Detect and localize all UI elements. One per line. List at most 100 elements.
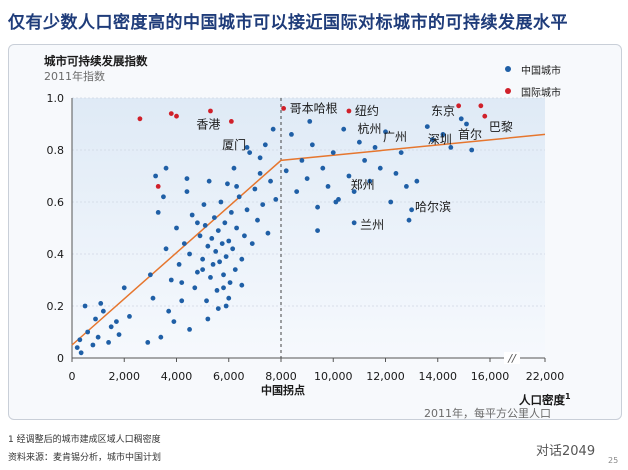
x-tick-label: 4,000 [161,370,193,383]
china-city-point [458,116,464,122]
x-tick-label: 12,000 [366,370,405,383]
china-city-point [247,150,253,156]
china-city-point [346,173,352,179]
china-city-point [217,259,223,265]
china-city-point [257,171,263,176]
page-number: 25 [608,456,619,465]
international-city-point [137,116,143,122]
china-city-point [163,246,169,252]
china-city-point [262,142,268,148]
y-axis-subtitle: 2011年指数 [44,70,105,83]
china-city-point [228,210,234,215]
china-city-point [171,319,177,324]
city-label: 首尔 [458,126,482,141]
china-city-point [200,267,206,272]
china-city-point [200,256,206,262]
china-city-point [114,319,119,324]
china-city-point [222,220,228,226]
china-city-point [239,256,245,262]
china-city-point [283,168,289,174]
x-tick-label: 22,000 [526,370,565,383]
china-city-point [95,334,101,340]
legend-label-china: 中国城市 [521,65,561,77]
china-city-point [372,145,378,150]
china-city-point [98,301,104,306]
china-city-point [239,282,245,288]
city-label: 东京 [431,104,455,118]
china-city-point [341,126,347,132]
x-tick-label: 0 [69,370,76,383]
china-city-point [270,126,276,132]
china-city-point [304,176,310,182]
x-tick-label: 2,000 [109,370,141,383]
china-city-point [393,171,399,176]
china-city-point [307,119,313,124]
china-city-point [106,340,111,345]
china-city-point [163,165,169,171]
china-city-point [232,267,238,272]
international-city-point [456,103,462,109]
china-city-point [192,285,198,291]
city-label: 纽约 [355,103,379,118]
china-city-point [226,238,232,244]
x-tick-label: 8,000 [265,370,297,383]
china-city-point [208,275,213,280]
china-city-point [223,303,229,309]
china-city-point [85,329,91,335]
china-city-point [147,272,153,278]
china-city-point [388,199,394,205]
china-city-point [315,204,320,210]
legend-label-international: 国际城市 [521,87,561,99]
city-label: 深圳 [428,133,452,147]
x-axis-title: 人口密度1 [519,392,571,408]
legend-dot-international [505,88,511,94]
legend: 中国城市 国际城市 [505,58,561,102]
china-city-point [257,155,263,161]
china-city-point [221,285,226,291]
china-city-point [176,262,182,267]
plot-area [72,98,545,358]
city-label: 杭州 [358,121,382,136]
china-city-point [116,332,122,337]
china-city-point [155,210,161,215]
x-tick-label: 16,000 [471,370,510,383]
china-city-point [184,176,190,182]
china-city-point [234,225,239,231]
china-city-point [299,158,305,163]
china-city-point [78,350,84,356]
china-city-point [424,124,430,129]
china-city-point [158,334,164,340]
china-city-point [377,165,383,171]
international-city-point [208,108,213,114]
china-city-point [225,181,230,187]
y-tick-label: 1.0 [47,92,65,105]
china-city-point [325,184,331,189]
china-city-point [187,251,192,257]
china-city-point [252,186,258,192]
china-city-point [166,308,172,314]
china-city-point [187,327,192,332]
city-label: 哈尔滨 [415,199,451,214]
china-city-point [351,220,357,226]
axis-break-marker: // [507,352,517,365]
china-city-point [244,145,250,150]
source-note: 资料来源：麦肯锡分析，城市中国计划 [8,453,162,463]
china-city-point [179,280,185,285]
china-city-point [195,220,200,226]
y-tick-label: 0 [57,352,64,365]
china-city-point [150,295,156,301]
china-city-point [448,145,454,150]
international-city-point [174,113,179,119]
international-city-point [168,111,174,116]
legend-item-china: 中国城市 [505,58,561,80]
legend-item-international: 国际城市 [505,80,561,102]
china-city-point [168,277,174,283]
y-tick-label: 0.2 [47,300,65,313]
china-city-point [121,285,127,291]
china-city-point [356,139,362,145]
china-city-point [209,236,215,241]
china-city-point [351,189,357,195]
china-city-point [82,303,88,309]
china-city-point [398,150,404,156]
